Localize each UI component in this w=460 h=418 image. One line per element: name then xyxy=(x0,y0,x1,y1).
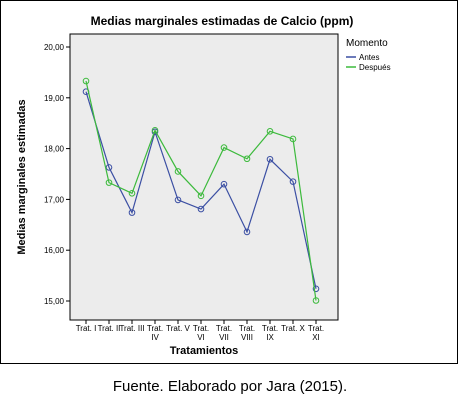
line-chart: Medias marginales estimadas de Calcio (p… xyxy=(16,14,391,357)
data-point xyxy=(289,135,297,143)
data-point xyxy=(128,190,136,197)
x-tick-label: Trat. VII xyxy=(216,324,232,342)
x-tick-label: Trat. IV xyxy=(147,324,163,342)
y-tick-label: 19,00 xyxy=(44,94,65,103)
data-point xyxy=(197,205,205,213)
data-point xyxy=(105,164,113,171)
legend-title: Momento xyxy=(346,38,388,49)
y-axis: 15,00 16,00 17,00 18,00 19,00 20,00 xyxy=(44,43,70,306)
data-point xyxy=(220,180,228,188)
x-tick-label: Trat. V xyxy=(166,324,190,333)
data-point xyxy=(266,128,274,135)
x-tick-label: Trat. XI xyxy=(308,324,324,342)
y-tick-label: 16,00 xyxy=(44,246,65,255)
x-tick-label: Trat. I xyxy=(76,324,97,333)
y-axis-label: Medias marginales estimadas xyxy=(16,99,28,254)
figure-caption: Fuente. Elaborado por Jara (2015). xyxy=(112,378,348,395)
y-tick-label: 20,00 xyxy=(44,43,65,52)
data-point xyxy=(128,209,136,216)
data-point xyxy=(220,144,228,151)
legend-entry: Después xyxy=(359,63,391,72)
data-point xyxy=(266,155,274,163)
data-point xyxy=(82,77,90,85)
x-tick-label: Trat. VI xyxy=(193,324,209,342)
series-line xyxy=(85,80,317,301)
y-tick-label: 18,00 xyxy=(44,145,65,154)
data-point xyxy=(312,285,320,293)
data-point xyxy=(243,228,251,236)
y-tick-label: 15,00 xyxy=(44,297,65,306)
chart-title: Medias marginales estimadas de Calcio (p… xyxy=(91,14,354,28)
data-point xyxy=(174,196,182,204)
data-point xyxy=(174,168,182,175)
data-point xyxy=(312,297,320,304)
x-tick-label: Trat. IX xyxy=(262,324,278,342)
x-tick-label: Trat. X xyxy=(281,324,305,333)
data-point xyxy=(105,179,113,186)
series-line xyxy=(85,91,317,289)
x-tick-label: Trat. III xyxy=(119,324,144,333)
series-layer xyxy=(82,77,320,304)
x-axis-label: Tratamientos xyxy=(170,345,238,357)
legend-entry: Antes xyxy=(359,53,379,62)
data-point xyxy=(243,155,251,163)
plot-area xyxy=(69,33,339,321)
data-point xyxy=(197,192,205,200)
data-point xyxy=(151,127,159,134)
x-tick-label: Trat. VIII xyxy=(239,324,255,342)
data-point xyxy=(289,178,297,185)
x-tick-label: Trat. II xyxy=(98,324,121,333)
y-tick-label: 17,00 xyxy=(44,195,65,204)
